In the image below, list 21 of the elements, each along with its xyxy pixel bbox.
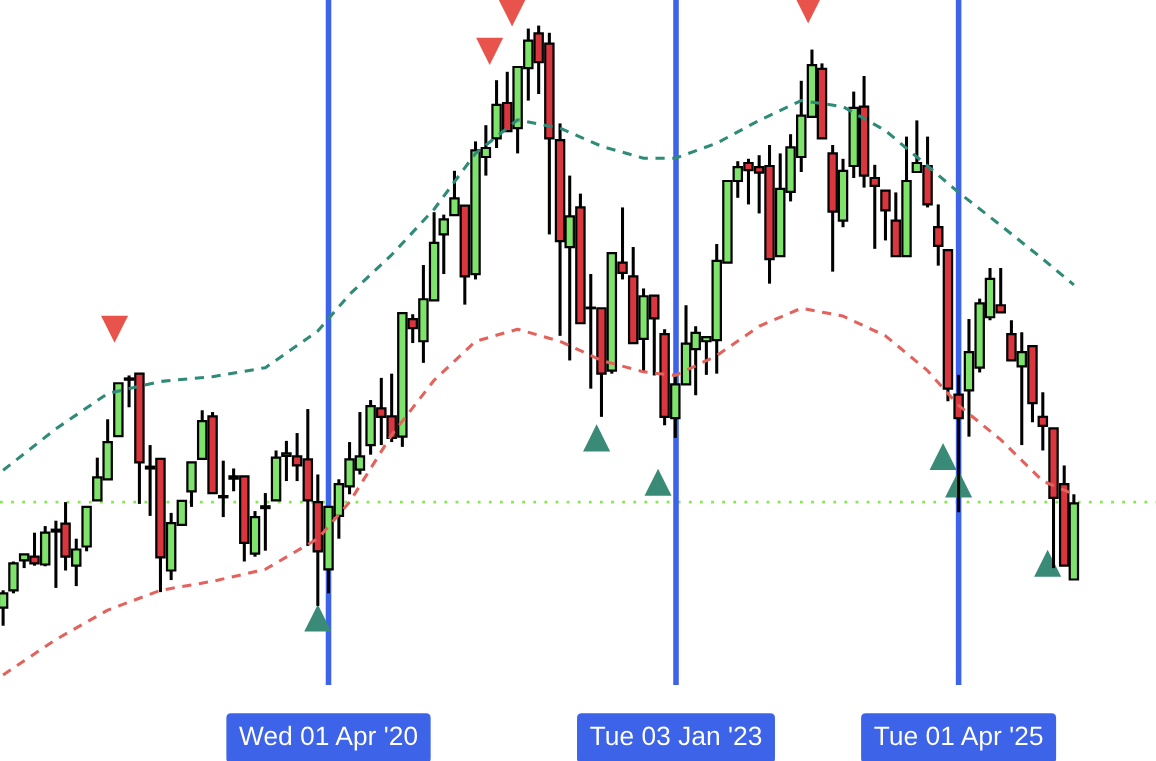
candlestick <box>1037 392 1049 451</box>
point <box>1034 549 1062 577</box>
candlestick <box>113 382 124 438</box>
x-tick-label: Wed 01 Apr '20 <box>239 725 418 751</box>
x-tick-label: Tue 03 Jan '23 <box>590 726 762 746</box>
point <box>101 315 129 343</box>
candlestick <box>270 450 282 502</box>
candlestick <box>953 373 964 513</box>
point <box>644 468 672 496</box>
point <box>583 424 611 452</box>
candlestick <box>260 493 271 551</box>
point <box>304 604 332 632</box>
candlestick <box>218 460 229 519</box>
point <box>476 37 504 65</box>
point <box>929 442 957 471</box>
x-tick-label: Tue 01 Apr '25 <box>874 726 1043 751</box>
point <box>498 0 526 27</box>
candlestick <box>933 204 944 266</box>
candlestick <box>880 189 891 241</box>
candlestick <box>869 163 881 249</box>
candlestick <box>186 461 197 507</box>
